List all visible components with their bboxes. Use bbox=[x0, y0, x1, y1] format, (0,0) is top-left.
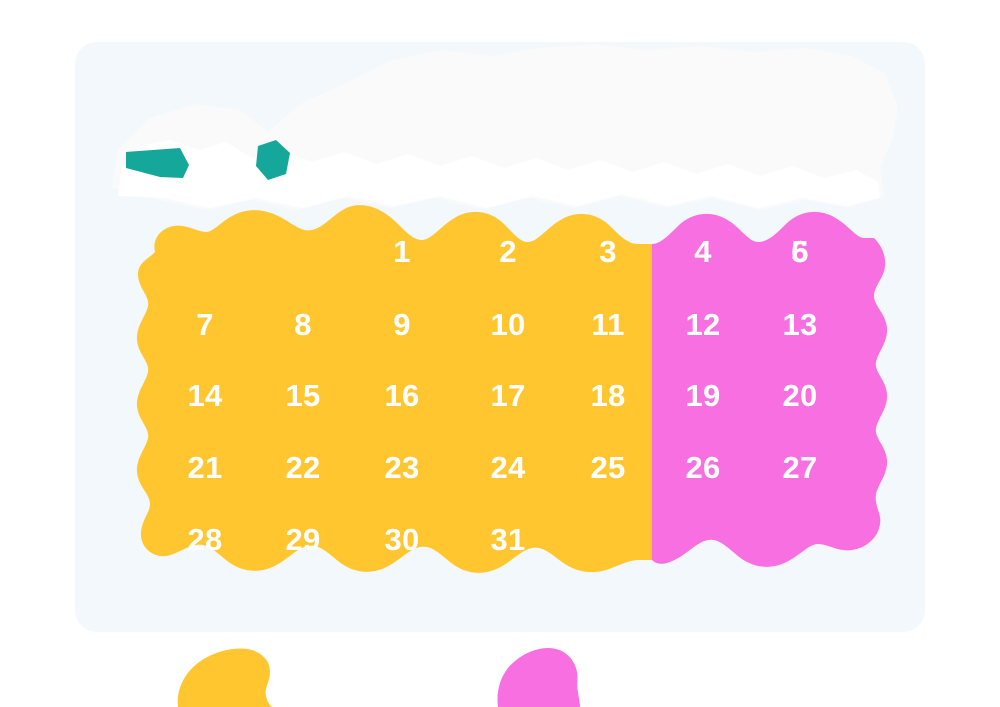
weekend-region[interactable] bbox=[652, 211, 888, 567]
day-cell-17[interactable]: 17 bbox=[490, 378, 526, 413]
weekday-swatch[interactable] bbox=[177, 648, 272, 707]
day-cell-19[interactable]: 19 bbox=[685, 378, 721, 413]
teal-shape-right bbox=[256, 140, 290, 180]
weekend-swatch[interactable] bbox=[497, 648, 580, 707]
day-cell-3[interactable]: 3 bbox=[599, 234, 617, 269]
day-cell-18[interactable]: 18 bbox=[590, 378, 626, 413]
day-cell-6[interactable]: 6 bbox=[791, 234, 809, 269]
day-cell-7[interactable]: 7 bbox=[196, 307, 214, 342]
day-cell-28[interactable]: 28 bbox=[187, 522, 223, 557]
teal-shape-left bbox=[126, 148, 189, 178]
header-white-blob bbox=[118, 140, 880, 208]
day-cell-9[interactable]: 9 bbox=[393, 307, 411, 342]
day-cell-2[interactable]: 2 bbox=[499, 234, 517, 269]
day-cell-21[interactable]: 21 bbox=[187, 450, 223, 485]
day-cell-11[interactable]: 11 bbox=[591, 307, 625, 342]
day-cell-25[interactable]: 25 bbox=[590, 450, 626, 485]
day-cell-24[interactable]: 24 bbox=[490, 450, 526, 485]
day-cell-1[interactable]: 1 bbox=[393, 234, 411, 269]
day-cell-15[interactable]: 15 bbox=[285, 378, 321, 413]
day-cell-23[interactable]: 23 bbox=[384, 450, 420, 485]
day-cell-8[interactable]: 8 bbox=[294, 307, 312, 342]
day-cell-14[interactable]: 14 bbox=[187, 378, 223, 413]
day-cell-4[interactable]: 4 bbox=[694, 234, 712, 269]
day-cell-29[interactable]: 29 bbox=[285, 522, 321, 557]
day-cell-27[interactable]: 27 bbox=[782, 450, 818, 485]
day-cell-20[interactable]: 20 bbox=[782, 378, 818, 413]
day-cell-10[interactable]: 10 bbox=[490, 307, 526, 342]
day-cell-26[interactable]: 26 bbox=[685, 450, 721, 485]
day-cell-31[interactable]: 31 bbox=[490, 522, 526, 557]
day-cell-16[interactable]: 16 bbox=[384, 378, 420, 413]
day-cell-22[interactable]: 22 bbox=[285, 450, 321, 485]
day-cell-5[interactable]: 5 bbox=[791, 234, 809, 269]
day-cell-12[interactable]: 12 bbox=[685, 307, 721, 342]
day-cell-13[interactable]: 13 bbox=[782, 307, 818, 342]
weekday-region[interactable] bbox=[136, 205, 652, 573]
day-cell-30[interactable]: 30 bbox=[384, 522, 420, 557]
